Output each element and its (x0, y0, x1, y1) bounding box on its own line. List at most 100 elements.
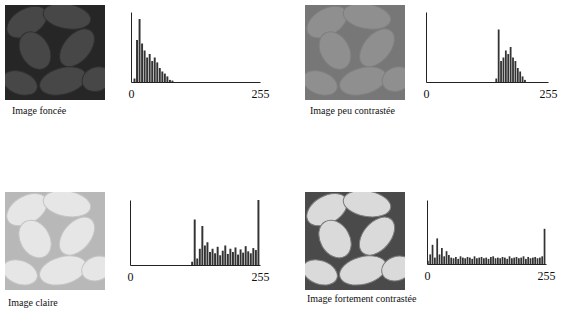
histogram-bar (155, 265, 157, 266)
tick: 255 (538, 264, 556, 283)
y-axis-line (427, 201, 428, 265)
histogram-bar (510, 47, 512, 82)
histogram-bar (212, 249, 214, 265)
histogram-bar (539, 258, 541, 264)
histogram-bar (526, 82, 528, 83)
x-axis-line (131, 265, 261, 266)
bean (305, 255, 341, 289)
histogram-bar (189, 265, 191, 266)
histogram-bar (220, 82, 222, 83)
histogram-bar (493, 82, 495, 83)
histogram-bar (237, 255, 239, 265)
histogram-bar (217, 82, 219, 83)
histogram-bar (242, 82, 244, 83)
histogram-bar (504, 258, 506, 264)
histogram-bar (513, 258, 515, 264)
histogram-bar (436, 238, 438, 264)
histogram-bar (209, 252, 211, 265)
histogram-bars (495, 30, 525, 83)
histogram-bar (196, 259, 198, 266)
histogram-bar (452, 82, 454, 83)
histogram-bar (481, 257, 483, 264)
tick-label: 0 (129, 87, 135, 101)
histogram-bar (479, 82, 481, 83)
image (305, 5, 405, 100)
image (5, 192, 105, 290)
histogram-bar (204, 82, 206, 83)
histogram-bar (518, 258, 520, 264)
histogram-bar (491, 82, 493, 83)
histogram-bar (174, 82, 176, 83)
bean (341, 192, 393, 220)
histogram-bar (516, 257, 518, 264)
histogram-bar (209, 82, 211, 83)
histogram-bar (235, 82, 237, 83)
panel: Image claire0255 (0, 187, 269, 308)
histogram-bar (199, 249, 201, 265)
histogram-bar (186, 265, 188, 266)
histogram-bar (511, 258, 513, 264)
histogram-bar (476, 82, 478, 83)
histogram-bar (467, 257, 469, 264)
histogram-bar (515, 61, 517, 82)
panel: Image peu contrastée0255 (299, 0, 557, 116)
histogram-bar (151, 61, 153, 82)
histogram-bar (138, 265, 140, 266)
bean (12, 214, 57, 263)
histogram-bar (455, 257, 457, 264)
image (305, 192, 405, 290)
histogram-bar (204, 246, 206, 266)
histogram-bar (455, 82, 457, 83)
histogram-bar (230, 82, 232, 83)
histogram-bar (178, 265, 180, 266)
histogram-bar (240, 82, 242, 83)
histogram-bar (149, 54, 151, 82)
histogram-bar (184, 265, 186, 266)
histogram-bar (257, 200, 259, 265)
histogram-bar (541, 256, 543, 264)
histogram-bar (171, 81, 173, 82)
histogram-bar (498, 30, 500, 83)
histogram-bar (474, 256, 476, 264)
histogram-bar (459, 82, 461, 83)
tick-label: 0 (424, 87, 430, 101)
histogram-bar (530, 258, 532, 264)
histogram-bar (194, 82, 196, 83)
tick: 255 (540, 82, 558, 101)
histogram-bar (247, 251, 249, 265)
histogram-bar (495, 258, 497, 264)
tick: 255 (252, 82, 270, 101)
y-axis (426, 13, 427, 83)
histogram-bar (438, 82, 440, 83)
histogram-bar (481, 82, 483, 83)
histogram-bar (429, 254, 431, 264)
histogram-bar (445, 82, 447, 83)
histogram-bar (252, 248, 254, 265)
panel: Image fortement contrastée0255 (299, 187, 555, 304)
histogram-bar (257, 82, 259, 83)
histogram-bar (235, 247, 237, 265)
histogram-bar (166, 265, 168, 266)
histogram-bar (507, 54, 509, 82)
x-axis: 0255 (128, 265, 270, 284)
tick: 255 (252, 265, 270, 284)
histogram-bar (467, 82, 469, 83)
x-axis: 0 255 (129, 82, 270, 101)
histogram-bar (252, 82, 254, 83)
histogram-bar (164, 74, 166, 82)
histogram-bar (250, 82, 252, 83)
histogram-bar (153, 265, 155, 266)
histogram-bar (448, 82, 450, 83)
histogram-bar (483, 258, 485, 264)
x-axis-line (132, 82, 261, 83)
y-axis-line (131, 13, 132, 83)
histogram-bar (214, 253, 216, 265)
histogram-bar (450, 82, 452, 83)
histogram-bar (134, 79, 136, 83)
histogram-bar (431, 82, 433, 83)
histogram-bar (227, 82, 229, 83)
histogram-bar (460, 256, 462, 264)
histogram-bar (462, 258, 464, 264)
histogram-bar (538, 82, 540, 83)
bean (53, 22, 102, 73)
